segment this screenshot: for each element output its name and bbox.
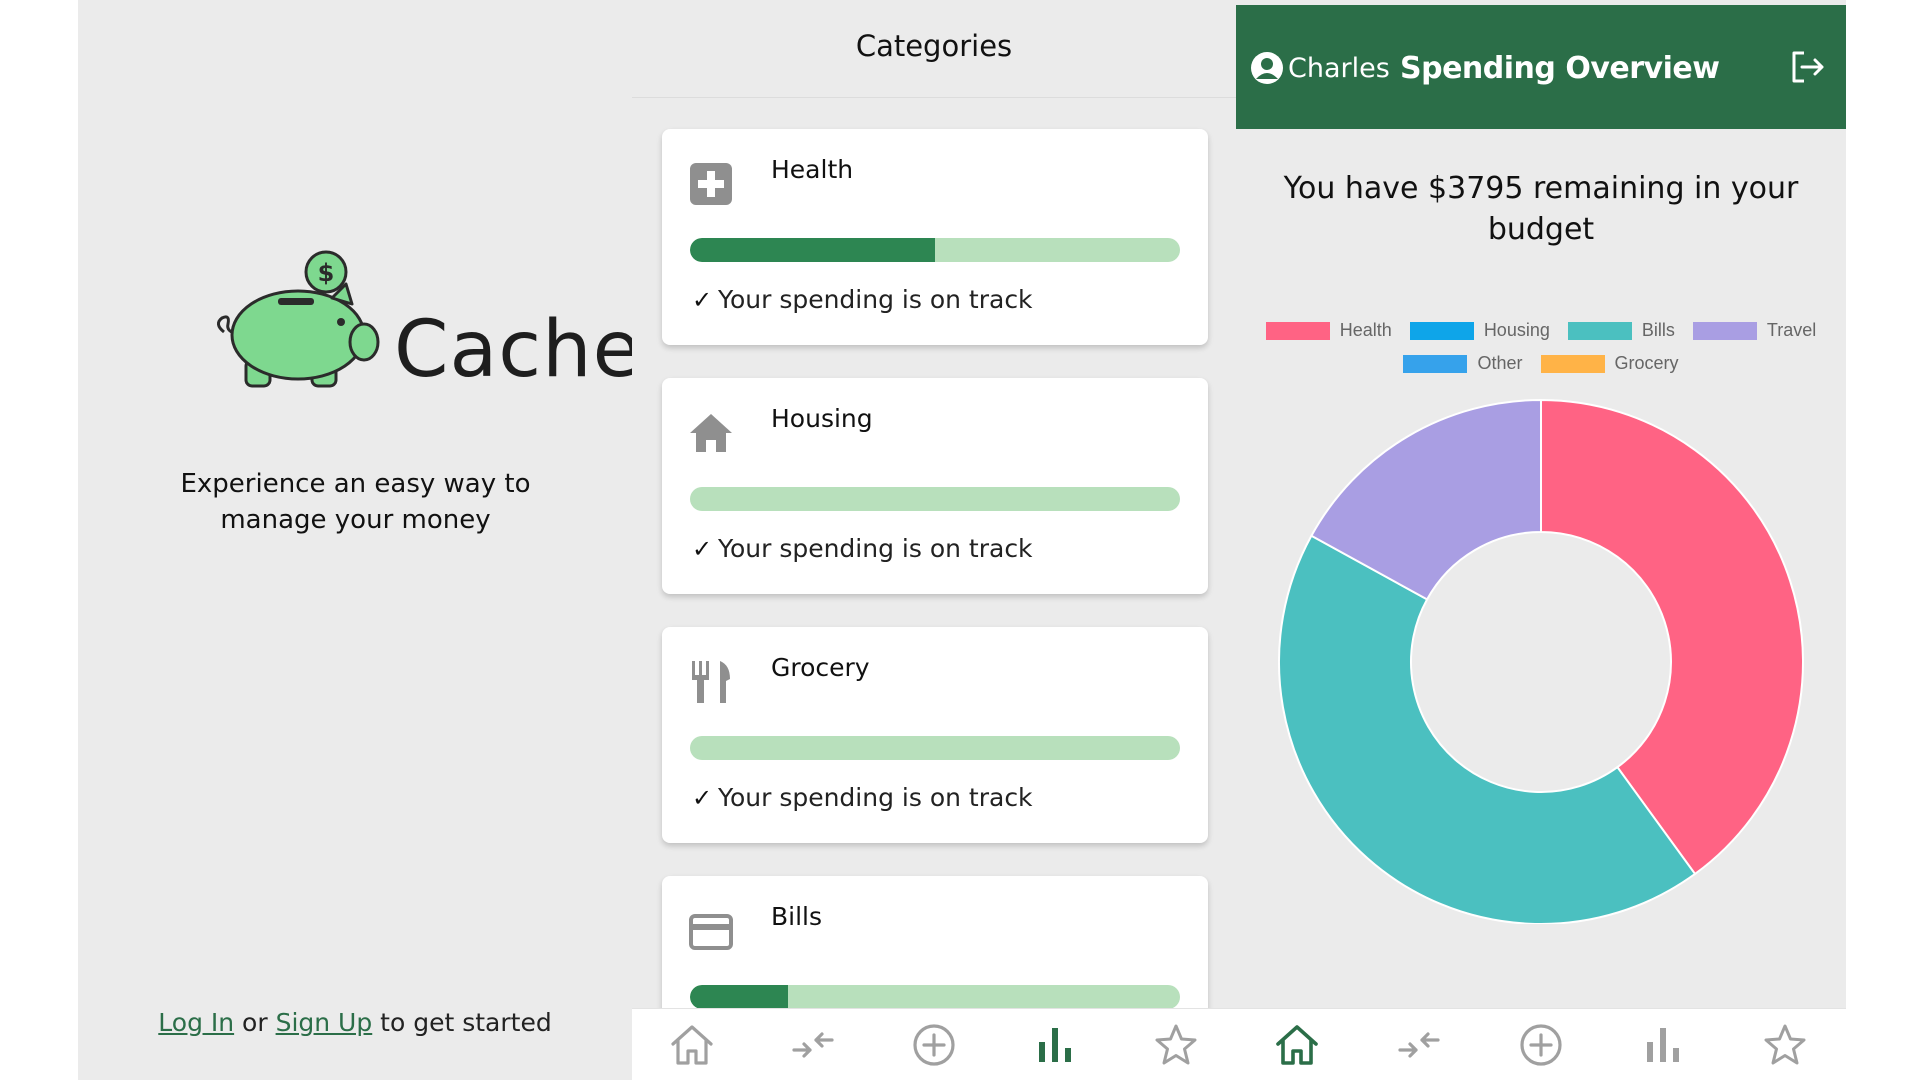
signup-link[interactable]: Sign Up	[275, 1008, 373, 1037]
legend-label: Housing	[1483, 320, 1550, 340]
category-name: Bills	[771, 902, 823, 931]
chart-legend: Health Housing Bills Travel Other Grocery	[1250, 320, 1832, 374]
nav-home-button[interactable]	[662, 1015, 722, 1075]
nav-chart-button[interactable]	[1025, 1015, 1085, 1075]
budget-progress-bar	[690, 736, 1180, 760]
fork-knife-icon	[692, 661, 730, 703]
credit-card-icon	[689, 914, 733, 950]
spending-status: ✓ Your spending is on track	[692, 783, 1033, 812]
categories-screen: Categories Health ✓ Your spending is on t…	[632, 0, 1236, 1080]
overview-header: Charles Spending Overview	[1236, 5, 1846, 129]
category-name: Housing	[771, 404, 873, 433]
legend-label: Bills	[1641, 320, 1675, 340]
check-icon: ✓	[692, 286, 713, 314]
legend-label: Other	[1477, 353, 1523, 373]
legend-item[interactable]: Housing	[1409, 320, 1550, 341]
page-title: Categories	[855, 29, 1013, 63]
nav-chart-button[interactable]	[1633, 1015, 1693, 1075]
category-card-health[interactable]: Health ✓ Your spending is on track	[662, 129, 1208, 345]
nav-transfer-button[interactable]	[783, 1015, 843, 1075]
nav-add-button[interactable]	[904, 1015, 964, 1075]
legend-item[interactable]: Health	[1265, 320, 1392, 341]
budget-remaining-text: You have $3795 remaining in your budget	[1283, 171, 1799, 247]
bottom-nav	[632, 1008, 1236, 1080]
user-profile[interactable]: Charles	[1250, 51, 1390, 85]
legend-item[interactable]: Bills	[1567, 320, 1675, 341]
category-name: Health	[771, 155, 854, 184]
legend-label: Travel	[1766, 320, 1817, 340]
legend-swatch	[1692, 321, 1757, 340]
bar-chart-icon	[1038, 1027, 1071, 1062]
nav-home-button[interactable]	[1267, 1015, 1327, 1075]
page-title: Spending Overview	[1400, 51, 1720, 86]
nav-favorites-button[interactable]	[1755, 1015, 1815, 1075]
nav-favorites-button[interactable]	[1146, 1015, 1206, 1075]
category-name: Grocery	[771, 653, 870, 682]
coin-symbol: $	[318, 259, 335, 287]
app-wordmark: Cache	[394, 305, 642, 395]
or-text: or	[234, 1008, 276, 1037]
nav-add-button[interactable]	[1511, 1015, 1571, 1075]
overview-screen: Charles Spending Overview You have $3795…	[1236, 0, 1846, 1080]
landing-screen: $ Cache Experience an easy way to manage…	[78, 0, 641, 1080]
home-icon	[1276, 1024, 1318, 1065]
check-icon: ✓	[692, 784, 713, 812]
legend-swatch	[1403, 354, 1468, 373]
tagline: Experience an easy way to manage your mo…	[180, 469, 531, 535]
piggy-bank-logo-icon: $	[217, 250, 380, 388]
legend-swatch	[1265, 321, 1330, 340]
spending-status: ✓ Your spending is on track	[692, 285, 1033, 314]
user-avatar-icon	[1251, 52, 1283, 84]
budget-progress-bar	[690, 487, 1180, 511]
transfer-icon	[792, 1031, 834, 1058]
transfer-icon	[1398, 1031, 1440, 1058]
category-card-housing[interactable]: Housing ✓ Your spending is on track	[662, 378, 1208, 594]
legend-swatch	[1567, 321, 1632, 340]
add-circle-icon	[1520, 1023, 1562, 1066]
health-plus-icon	[690, 163, 732, 205]
legend-label: Health	[1339, 320, 1392, 340]
legend-swatch	[1540, 354, 1605, 373]
login-link[interactable]: Log In	[158, 1008, 235, 1037]
star-icon	[1764, 1024, 1806, 1064]
bottom-nav	[1236, 1008, 1846, 1080]
legend-item[interactable]: Other	[1403, 353, 1523, 374]
spending-donut-chart	[1278, 398, 1804, 924]
legend-item[interactable]: Grocery	[1540, 353, 1679, 374]
user-name: Charles	[1288, 52, 1390, 84]
home-icon	[671, 1024, 713, 1065]
legend-label: Grocery	[1614, 353, 1679, 373]
categories-header: Categories	[632, 0, 1236, 98]
home-icon	[690, 414, 732, 452]
budget-progress-bar	[690, 985, 1180, 1009]
donut-slice-bills[interactable]	[1278, 534, 1697, 924]
check-icon: ✓	[692, 535, 713, 563]
donut-slice-health[interactable]	[1540, 398, 1804, 876]
spending-status: ✓ Your spending is on track	[692, 534, 1033, 563]
nav-transfer-button[interactable]	[1389, 1015, 1449, 1075]
logout-icon[interactable]	[1788, 47, 1828, 87]
bar-chart-icon	[1647, 1027, 1679, 1062]
add-circle-icon	[913, 1023, 955, 1066]
donut-slice-travel[interactable]	[1310, 398, 1542, 601]
auth-prompt: Log In or Sign Up to get started	[78, 1008, 632, 1037]
budget-progress-bar	[690, 238, 1180, 262]
get-started-text: to get started	[372, 1008, 552, 1037]
legend-item[interactable]: Travel	[1692, 320, 1817, 341]
star-icon	[1155, 1024, 1197, 1064]
category-card-grocery[interactable]: Grocery ✓ Your spending is on track	[662, 627, 1208, 843]
legend-swatch	[1409, 321, 1474, 340]
